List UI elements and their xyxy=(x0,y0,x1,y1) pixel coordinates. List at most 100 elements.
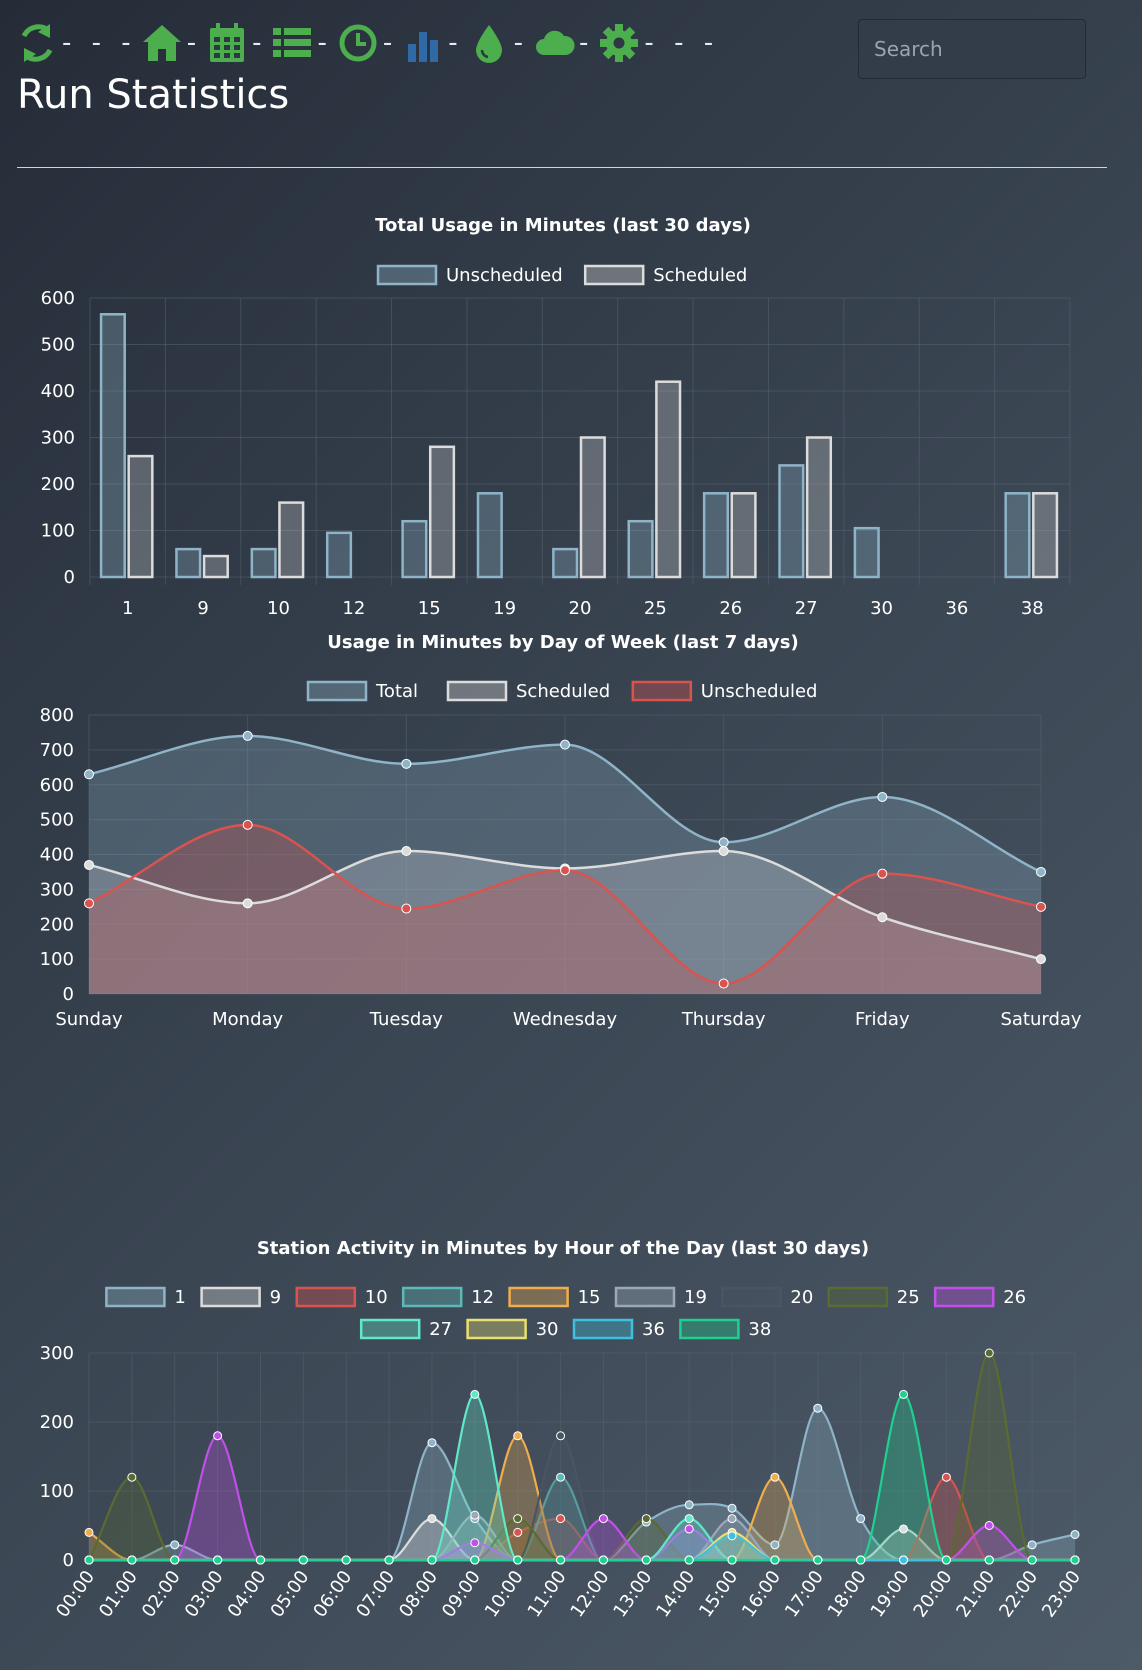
point-scheduled xyxy=(242,898,253,909)
water-drop-icon[interactable] xyxy=(466,20,512,66)
x-tick-label: 36 xyxy=(945,598,968,619)
area-fill-station-10 xyxy=(89,1477,1075,1560)
refresh-icon[interactable] xyxy=(14,20,60,66)
x-tick-label: 1 xyxy=(122,598,133,619)
point-station-12 xyxy=(556,1472,566,1482)
point-unscheduled xyxy=(877,868,888,879)
legend-swatch xyxy=(105,1286,166,1308)
legend-label: 10 xyxy=(365,1287,388,1308)
point-total xyxy=(560,739,570,750)
x-tick-label: 20 xyxy=(569,598,592,619)
legend-swatch xyxy=(679,1318,740,1340)
chart-title: Station Activity in Minutes by Hour of t… xyxy=(257,1238,869,1259)
x-tick-label: 10:00 xyxy=(481,1567,528,1622)
point-station-27 xyxy=(684,1514,694,1524)
legend-item-15: 15 xyxy=(508,1286,601,1308)
y-tick-label: 200 xyxy=(40,1412,74,1433)
legend-label: 9 xyxy=(270,1287,281,1308)
y-tick-label: 100 xyxy=(40,1481,74,1502)
y-tick-label: 800 xyxy=(40,705,74,726)
y-tick-label: 400 xyxy=(40,845,74,866)
point-station-19 xyxy=(727,1514,737,1524)
clock-icon[interactable] xyxy=(335,20,381,66)
bar-scheduled xyxy=(278,501,305,579)
x-tick-label: 14:00 xyxy=(652,1567,699,1622)
x-tick-label: 30 xyxy=(870,598,893,619)
point-station-15 xyxy=(84,1527,94,1537)
point-station-1 xyxy=(427,1438,437,1448)
bar-unscheduled xyxy=(401,519,428,579)
legend-item-unscheduled: Unscheduled xyxy=(376,264,563,286)
point-station-38 xyxy=(641,1555,651,1565)
station-activity-by-hour-chart: Station Activity in Minutes by Hour of t… xyxy=(40,1238,1085,1622)
point-station-26 xyxy=(213,1431,223,1441)
usage-30-days-chart: Total Usage in Minutes (last 30 days) Uns… xyxy=(41,215,1071,619)
bar-unscheduled xyxy=(778,464,805,579)
y-tick-label: 300 xyxy=(41,428,75,449)
legend-item-total: Total xyxy=(306,680,418,702)
toolbar-separator: - xyxy=(382,28,399,58)
bar-unscheduled xyxy=(476,492,503,579)
point-station-38 xyxy=(856,1555,866,1565)
point-station-26 xyxy=(470,1538,480,1548)
title-divider xyxy=(17,167,1107,168)
point-station-38 xyxy=(684,1555,694,1565)
point-station-26 xyxy=(984,1521,994,1530)
x-tick-label: Wednesday xyxy=(513,1009,618,1030)
point-station-38 xyxy=(341,1555,351,1565)
cloud-icon[interactable] xyxy=(531,20,577,66)
bar-unscheduled xyxy=(99,313,126,579)
point-station-38 xyxy=(1070,1555,1080,1565)
legend-item-20: 20 xyxy=(721,1286,813,1308)
point-total xyxy=(1036,866,1046,877)
bar-scheduled xyxy=(127,454,154,579)
legend-item-38: 38 xyxy=(679,1318,771,1340)
bar-scheduled xyxy=(655,380,682,579)
point-unscheduled xyxy=(718,978,729,989)
bar-unscheduled xyxy=(853,526,880,579)
list-icon[interactable] xyxy=(269,20,315,66)
legend-label: 25 xyxy=(897,1287,920,1308)
point-station-26 xyxy=(598,1514,608,1524)
calendar-icon[interactable] xyxy=(204,20,250,66)
x-tick-label: 08:00 xyxy=(395,1567,442,1622)
legend-swatch xyxy=(508,1286,569,1308)
point-total xyxy=(401,758,412,769)
point-unscheduled xyxy=(242,819,253,830)
area-fill-station-12 xyxy=(89,1477,1075,1560)
legend-swatch xyxy=(200,1286,261,1308)
legend-item-30: 30 xyxy=(466,1318,559,1340)
legend-swatch xyxy=(359,1318,421,1340)
y-tick-label: 0 xyxy=(64,567,75,588)
x-tick-label: 17:00 xyxy=(781,1567,828,1622)
home-icon[interactable] xyxy=(139,20,185,66)
legend-swatch xyxy=(306,680,368,702)
point-station-38 xyxy=(255,1555,265,1565)
legend-item-36: 36 xyxy=(572,1318,665,1340)
x-tick-label: Thursday xyxy=(681,1009,766,1030)
x-tick-label: 38 xyxy=(1021,598,1044,619)
legend-swatch xyxy=(401,1286,463,1308)
y-tick-label: 500 xyxy=(40,810,74,831)
bar-chart-icon[interactable] xyxy=(400,20,446,66)
x-tick-label: 03:00 xyxy=(181,1567,228,1622)
legend-swatch xyxy=(295,1286,357,1308)
point-station-38 xyxy=(84,1555,94,1565)
point-station-1 xyxy=(813,1403,823,1413)
x-tick-label: 23:00 xyxy=(1038,1567,1085,1622)
y-tick-label: 300 xyxy=(40,1343,74,1364)
point-scheduled xyxy=(84,859,94,870)
toolbar: - - --------- - - xyxy=(14,16,721,70)
search-input[interactable] xyxy=(858,19,1086,79)
point-station-36 xyxy=(727,1531,737,1541)
bar-unscheduled xyxy=(552,547,579,579)
legend-swatch xyxy=(614,1286,676,1308)
x-tick-label: 02:00 xyxy=(138,1567,185,1622)
gear-icon[interactable] xyxy=(596,20,642,66)
x-tick-label: 19 xyxy=(493,598,516,619)
y-tick-label: 0 xyxy=(63,1550,74,1571)
x-tick-label: 15 xyxy=(418,598,441,619)
legend-swatch xyxy=(572,1318,634,1340)
y-tick-label: 600 xyxy=(40,775,74,796)
usage-by-weekday-chart: Usage in Minutes by Day of Week (last 7 … xyxy=(40,632,1082,1030)
